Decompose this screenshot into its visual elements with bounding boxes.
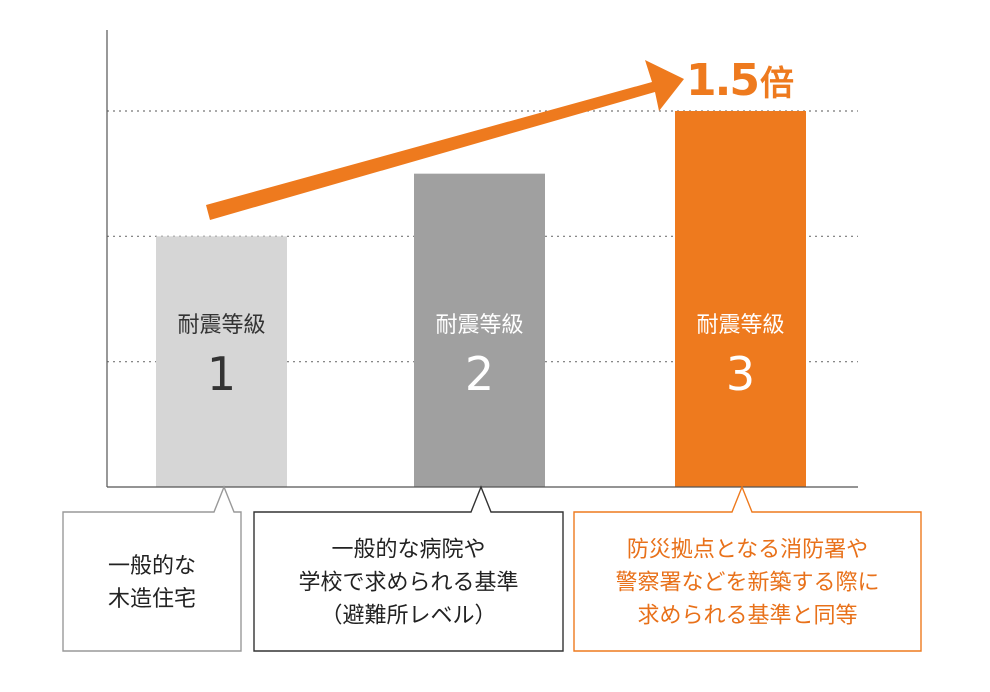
- bar-label-title-3: 耐震等級: [696, 313, 784, 338]
- growth-arrow: [206, 60, 684, 220]
- bar-label-number-1: 1: [207, 347, 236, 401]
- callout-2-line-3: （避難所レベル）: [320, 604, 496, 629]
- bar-layer: 耐震等級 1 耐震等級 2 耐震等級 3: [156, 111, 806, 487]
- bar-label-number-3: 3: [726, 347, 755, 401]
- callout-3-line-1: 防災拠点となる消防署や: [627, 538, 868, 563]
- axis-layer: [106, 30, 858, 488]
- callout-3-line-2: 警察署などを新築する際に: [615, 571, 879, 596]
- bar-label-number-2: 2: [465, 347, 494, 401]
- callout-1-line-2: 木造住宅: [108, 587, 196, 612]
- bar-label-title-1: 耐震等級: [177, 313, 265, 338]
- callout-box-2: [253, 485, 564, 652]
- callout-1-line-1: 一般的な: [108, 554, 196, 579]
- bar-grade-3: [675, 111, 806, 487]
- arrow-layer: 1.5 倍: [206, 55, 794, 220]
- arrow-annotation-unit: 倍: [760, 64, 794, 104]
- callout-box-3: [573, 485, 922, 652]
- bar-grade-2: [414, 173, 545, 487]
- callout-2-line-2: 学校で求められる基準: [298, 571, 518, 596]
- arrow-annotation-value: 1.5: [686, 55, 758, 106]
- callout-3-line-3: 求められる基準と同等: [637, 604, 857, 629]
- bar-label-title-2: 耐震等級: [435, 313, 523, 338]
- callout-2-line-1: 一般的な病院や: [331, 538, 485, 563]
- bar-grade-1: [156, 236, 287, 487]
- callout-box-1: [62, 485, 242, 652]
